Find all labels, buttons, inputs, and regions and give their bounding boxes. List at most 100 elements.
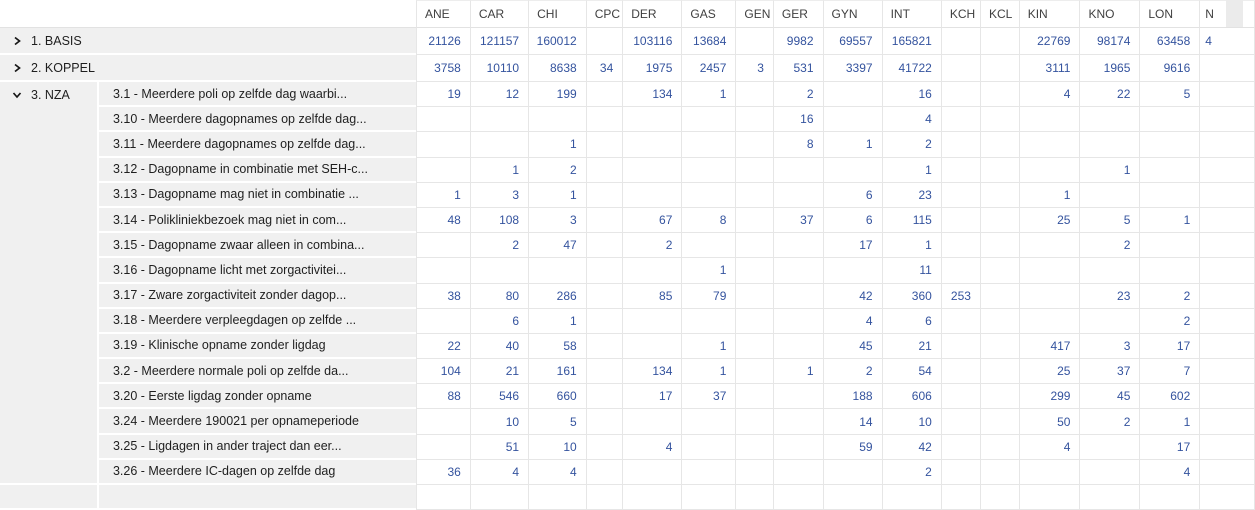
value-cell-3-15-kno[interactable]: 2 bbox=[1080, 233, 1141, 259]
value-cell-3-19-gas[interactable]: 1 bbox=[682, 333, 737, 360]
value-cell-2-koppel-lon[interactable]: 9616 bbox=[1140, 55, 1201, 82]
value-cell-3-18-gyn[interactable]: 4 bbox=[823, 308, 883, 334]
value-cell-3-2-gas[interactable]: 1 bbox=[682, 359, 737, 385]
value-cell-3-20-kin[interactable]: 299 bbox=[1019, 384, 1081, 410]
value-cell-3-18-car[interactable]: 6 bbox=[470, 308, 530, 334]
value-cell-3-10-ger[interactable]: 16 bbox=[773, 107, 824, 133]
value-cell-3-18-lon[interactable]: 2 bbox=[1140, 308, 1201, 334]
value-cell-3-20-gas[interactable]: 37 bbox=[682, 384, 737, 410]
chevron-down-icon[interactable] bbox=[12, 90, 22, 100]
value-cell-3-24-car[interactable]: 10 bbox=[470, 409, 530, 435]
value-cell-3-11-ger[interactable]: 8 bbox=[773, 132, 824, 158]
value-cell-3-2-chi[interactable]: 161 bbox=[529, 359, 587, 385]
value-cell-2-koppel-ane[interactable]: 3758 bbox=[415, 55, 471, 82]
value-cell-3-25-gyn[interactable]: 59 bbox=[823, 434, 883, 460]
value-cell-3-15-car[interactable]: 2 bbox=[470, 233, 530, 259]
value-cell-3-17-lon[interactable]: 2 bbox=[1140, 283, 1201, 309]
column-header-gen[interactable]: GEN bbox=[736, 0, 774, 28]
value-cell-3-24-kno[interactable]: 2 bbox=[1080, 409, 1141, 435]
chevron-right-icon[interactable] bbox=[12, 36, 22, 46]
value-cell-3-25-chi[interactable]: 10 bbox=[529, 434, 587, 460]
value-cell-3-25-kin[interactable]: 4 bbox=[1019, 434, 1081, 460]
value-cell-3-18-int[interactable]: 6 bbox=[882, 308, 942, 334]
group-row-1-basis[interactable]: 1. BASIS bbox=[0, 28, 416, 55]
value-cell-1-basis-int[interactable]: 165821 bbox=[882, 28, 942, 55]
value-cell-3-13-int[interactable]: 23 bbox=[882, 182, 942, 208]
value-cell-3-11-chi[interactable]: 1 bbox=[529, 132, 587, 158]
value-cell-3-14-car[interactable]: 108 bbox=[470, 207, 530, 234]
value-cell-3-19-int[interactable]: 21 bbox=[882, 333, 942, 360]
value-cell-3-2-int[interactable]: 54 bbox=[882, 359, 942, 385]
value-cell-3-26-ane[interactable]: 36 bbox=[415, 459, 471, 485]
value-cell-2-koppel-int[interactable]: 41722 bbox=[882, 55, 942, 82]
value-cell-3-13-ane[interactable]: 1 bbox=[415, 182, 471, 208]
value-cell-3-17-chi[interactable]: 286 bbox=[529, 283, 587, 309]
value-cell-3-1-chi[interactable]: 199 bbox=[529, 82, 587, 108]
value-cell-1-basis-ane[interactable]: 21126 bbox=[415, 28, 471, 55]
value-cell-3-24-gyn[interactable]: 14 bbox=[823, 409, 883, 435]
value-cell-1-basis-kin[interactable]: 22769 bbox=[1019, 28, 1081, 55]
value-cell-3-2-gyn[interactable]: 2 bbox=[823, 359, 883, 385]
value-cell-1-basis-ger[interactable]: 9982 bbox=[773, 28, 824, 55]
value-cell-3-19-ane[interactable]: 22 bbox=[415, 333, 471, 360]
column-header-car[interactable]: CAR bbox=[470, 0, 530, 28]
value-cell-3-17-int[interactable]: 360 bbox=[882, 283, 942, 309]
value-cell-3-1-kin[interactable]: 4 bbox=[1019, 82, 1081, 108]
column-header-gas[interactable]: GAS bbox=[682, 0, 737, 28]
value-cell-3-17-kch[interactable]: 253 bbox=[941, 283, 981, 309]
value-cell-3-20-int[interactable]: 606 bbox=[882, 384, 942, 410]
value-cell-3-15-gyn[interactable]: 17 bbox=[823, 233, 883, 259]
value-cell-1-basis-chi[interactable]: 160012 bbox=[529, 28, 587, 55]
value-cell-3-17-kno[interactable]: 23 bbox=[1080, 283, 1141, 309]
value-cell-3-14-lon[interactable]: 1 bbox=[1140, 207, 1201, 234]
column-header-cpc[interactable]: CPC bbox=[586, 0, 624, 28]
value-cell-3-26-car[interactable]: 4 bbox=[470, 459, 530, 485]
value-cell-3-2-kin[interactable]: 25 bbox=[1019, 359, 1081, 385]
value-cell-3-14-gas[interactable]: 8 bbox=[682, 207, 737, 234]
value-cell-2-koppel-gas[interactable]: 2457 bbox=[682, 55, 737, 82]
value-cell-3-12-int[interactable]: 1 bbox=[882, 157, 942, 183]
value-cell-1-basis-gas[interactable]: 13684 bbox=[682, 28, 737, 55]
value-cell-3-25-der[interactable]: 4 bbox=[623, 434, 683, 460]
column-header-int[interactable]: INT bbox=[882, 0, 942, 28]
group-row-3-nza[interactable]: 3. NZA bbox=[0, 82, 99, 485]
value-cell-3-1-int[interactable]: 16 bbox=[882, 82, 942, 108]
value-cell-1-basis-der[interactable]: 103116 bbox=[623, 28, 683, 55]
value-cell-2-koppel-cpc[interactable]: 34 bbox=[586, 55, 624, 82]
value-cell-3-14-kno[interactable]: 5 bbox=[1080, 207, 1141, 234]
value-cell-3-20-lon[interactable]: 602 bbox=[1140, 384, 1201, 410]
column-header-der[interactable]: DER bbox=[623, 0, 683, 28]
value-cell-3-12-car[interactable]: 1 bbox=[470, 157, 530, 183]
value-cell-1-basis-n[interactable]: 4 bbox=[1200, 28, 1255, 55]
value-cell-2-koppel-gen[interactable]: 3 bbox=[736, 55, 774, 82]
value-cell-3-10-int[interactable]: 4 bbox=[882, 107, 942, 133]
value-cell-1-basis-kno[interactable]: 98174 bbox=[1080, 28, 1141, 55]
value-cell-3-14-ger[interactable]: 37 bbox=[773, 207, 824, 234]
value-cell-3-1-gas[interactable]: 1 bbox=[682, 82, 737, 108]
column-header-kch[interactable]: KCH bbox=[941, 0, 981, 28]
value-cell-3-24-int[interactable]: 10 bbox=[882, 409, 942, 435]
value-cell-3-19-gyn[interactable]: 45 bbox=[823, 333, 883, 360]
value-cell-3-1-lon[interactable]: 5 bbox=[1140, 82, 1201, 108]
value-cell-3-11-gyn[interactable]: 1 bbox=[823, 132, 883, 158]
value-cell-3-19-kin[interactable]: 417 bbox=[1019, 333, 1081, 360]
value-cell-3-1-car[interactable]: 12 bbox=[470, 82, 530, 108]
value-cell-3-24-chi[interactable]: 5 bbox=[529, 409, 587, 435]
value-cell-3-14-ane[interactable]: 48 bbox=[415, 207, 471, 234]
value-cell-3-19-car[interactable]: 40 bbox=[470, 333, 530, 360]
value-cell-3-1-der[interactable]: 134 bbox=[623, 82, 683, 108]
value-cell-1-basis-gyn[interactable]: 69557 bbox=[823, 28, 883, 55]
value-cell-3-26-chi[interactable]: 4 bbox=[529, 459, 587, 485]
value-cell-3-14-der[interactable]: 67 bbox=[623, 207, 683, 234]
value-cell-3-17-der[interactable]: 85 bbox=[623, 283, 683, 309]
value-cell-3-14-chi[interactable]: 3 bbox=[529, 207, 587, 234]
value-cell-3-26-int[interactable]: 2 bbox=[882, 459, 942, 485]
value-cell-3-13-car[interactable]: 3 bbox=[470, 182, 530, 208]
value-cell-3-15-chi[interactable]: 47 bbox=[529, 233, 587, 259]
value-cell-3-1-ane[interactable]: 19 bbox=[415, 82, 471, 108]
column-header-lon[interactable]: LON bbox=[1140, 0, 1201, 28]
value-cell-3-13-gyn[interactable]: 6 bbox=[823, 182, 883, 208]
value-cell-2-koppel-kno[interactable]: 1965 bbox=[1080, 55, 1141, 82]
value-cell-3-17-car[interactable]: 80 bbox=[470, 283, 530, 309]
value-cell-2-koppel-der[interactable]: 1975 bbox=[623, 55, 683, 82]
